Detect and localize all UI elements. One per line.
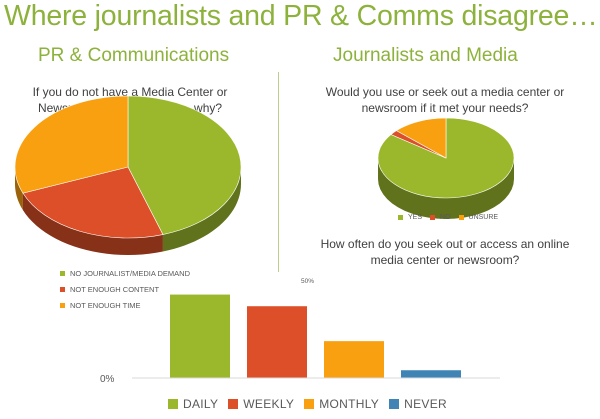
legend-swatch — [458, 215, 464, 220]
bar-monthly — [324, 341, 384, 378]
legend-swatch — [168, 399, 178, 409]
legend-swatch — [60, 270, 65, 276]
pr-pie-slice-3 — [14, 95, 129, 194]
legend-entry: NO JOURNALIST/MEDIA DEMAND — [60, 266, 190, 280]
legend-entry: YES — [398, 214, 422, 221]
pr-pie-legend: NO JOURNALIST/MEDIA DEMAND NOT ENOUGH CO… — [60, 266, 190, 314]
pr-pie-slice-side — [22, 193, 163, 255]
legend-swatch — [60, 286, 65, 292]
legend-swatch — [60, 302, 65, 308]
bar-weekly — [247, 306, 307, 378]
legend-entry: UNSURE — [458, 214, 499, 221]
legend-entry: NO — [430, 214, 451, 221]
legend-entry: DAILY — [168, 397, 218, 411]
pr-section-title: PR & Communications — [38, 45, 230, 66]
legend-entry: WEEKLY — [228, 397, 294, 411]
legend-entry: MONTHLY — [304, 397, 379, 411]
frequency-question: How often do you seek out or access an o… — [320, 237, 570, 267]
legend-label: MONTHLY — [319, 397, 380, 411]
slide-title: Where journalists and PR & Comms disagre… — [4, 0, 598, 32]
legend-entry: NOT ENOUGH CONTENT — [60, 282, 190, 296]
y-tick-label-50: 50% — [301, 278, 314, 285]
legend-label: YES — [408, 214, 423, 221]
legend-swatch — [398, 215, 403, 220]
journalists-pie-slice-3 — [395, 117, 447, 159]
legend-label: NEVER — [404, 397, 447, 411]
column-divider — [278, 72, 279, 272]
journalists-pie-slice-side — [378, 158, 514, 219]
journalists-question: Would you use or seek out a media center… — [325, 85, 565, 115]
legend-label: UNSURE — [468, 214, 499, 221]
journalists-section-title: Journalists and Media — [333, 45, 518, 66]
legend-label: DAILY — [183, 397, 219, 411]
legend-label: NO JOURNALIST/MEDIA DEMAND — [70, 268, 191, 278]
legend-entry: NEVER — [389, 397, 447, 411]
journalists-pie-legend: YES NO UNSURE — [398, 214, 506, 221]
legend-swatch — [304, 399, 315, 409]
bar-daily — [170, 294, 230, 378]
pr-pie-slice-1 — [127, 95, 242, 235]
bar-never — [401, 370, 461, 378]
pr-pie-slice-side — [15, 167, 23, 211]
bar-chart-legend: DAILY WEEKLY MONTHLY NEVER — [168, 397, 457, 411]
legend-label: NO — [440, 214, 451, 221]
legend-label: NOT ENOUGH TIME — [70, 300, 141, 310]
legend-swatch — [228, 399, 239, 409]
legend-label: WEEKLY — [243, 397, 295, 411]
legend-swatch — [389, 399, 400, 409]
legend-entry: NOT ENOUGH TIME — [60, 298, 190, 312]
pr-pie-slice-2 — [22, 166, 164, 239]
legend-label: NOT ENOUGH CONTENT — [70, 284, 160, 294]
pr-pie-slice-side — [162, 167, 241, 252]
y-tick-label-0: 0% — [100, 374, 115, 385]
legend-swatch — [430, 215, 436, 220]
